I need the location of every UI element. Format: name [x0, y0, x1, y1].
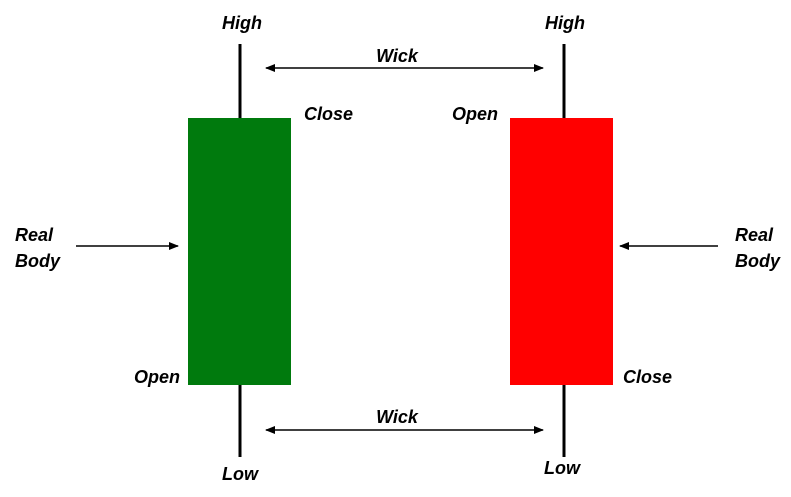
low-label-right: Low: [544, 458, 581, 478]
bearish-real-body: [510, 118, 613, 385]
bearish-candle: [510, 44, 613, 457]
high-label-right: High: [545, 13, 585, 33]
bullish-real-body: [188, 118, 291, 385]
wick-label-bottom: Wick: [376, 407, 419, 427]
bullish-candle: [188, 44, 291, 457]
close-label-left: Close: [304, 104, 353, 124]
real-body-label-left-line2: Body: [15, 251, 61, 271]
open-label-left: Open: [134, 367, 180, 387]
open-label-right: Open: [452, 104, 498, 124]
low-label-left: Low: [222, 464, 259, 484]
wick-label-top: Wick: [376, 46, 419, 66]
close-label-right: Close: [623, 367, 672, 387]
high-label-left: High: [222, 13, 262, 33]
real-body-label-right-line1: Real: [735, 225, 774, 245]
real-body-label-right-line2: Body: [735, 251, 781, 271]
real-body-label-left-line1: Real: [15, 225, 54, 245]
